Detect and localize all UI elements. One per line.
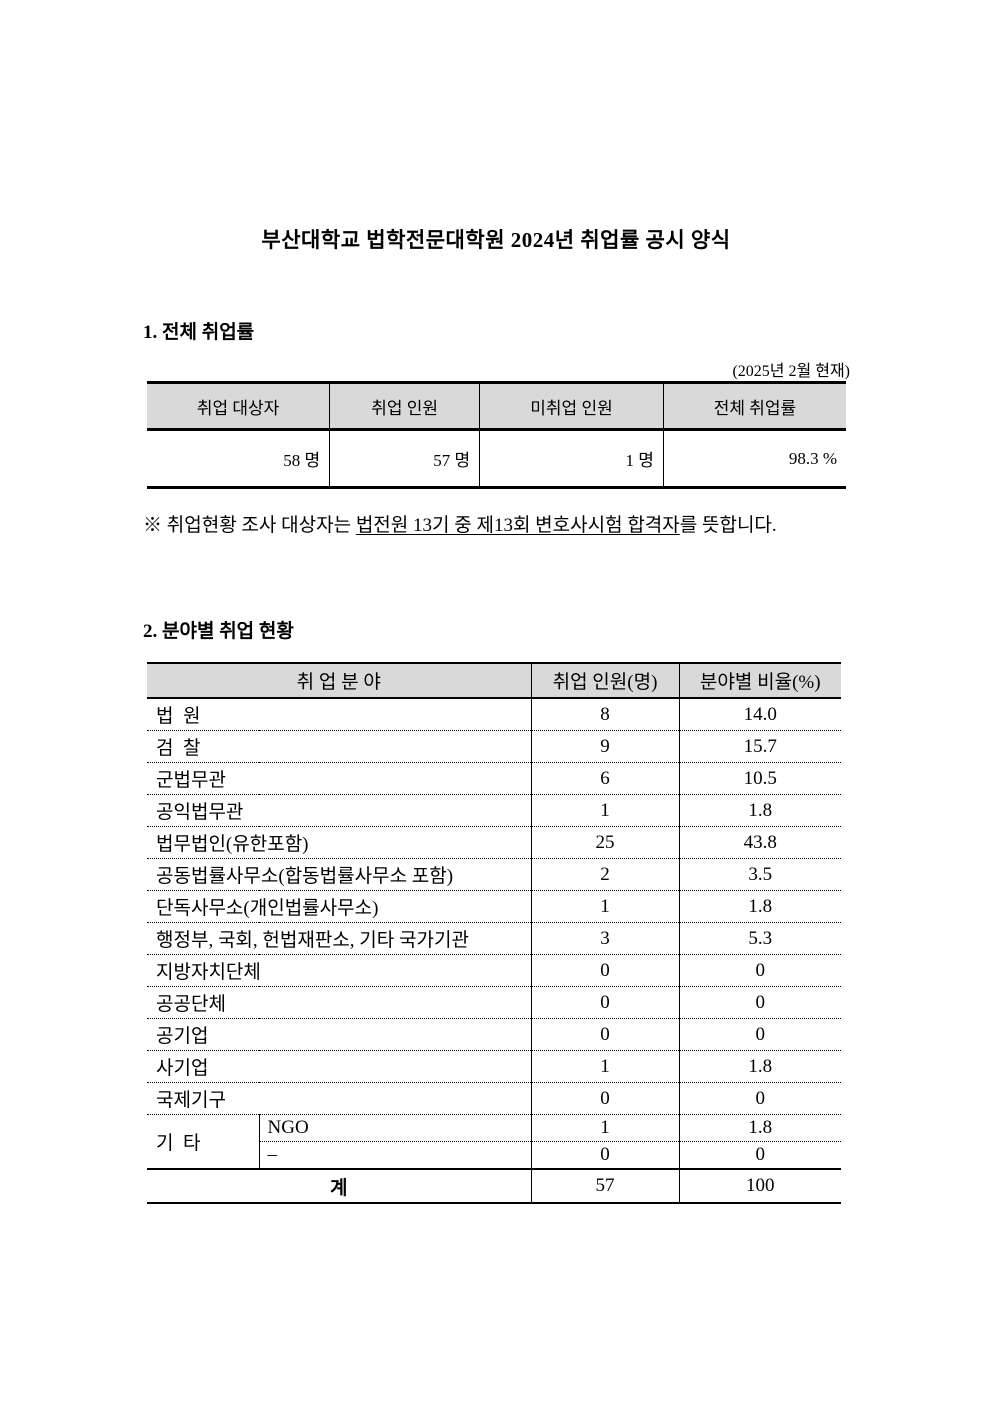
table-row: 58 명 57 명 1 명 98.3 % <box>147 429 846 489</box>
note: ※ 취업현황 조사 대상자는 법전원 13기 중 제13회 변호사시험 합격자를… <box>143 510 777 537</box>
note-suffix: 를 뜻합니다. <box>679 515 777 536</box>
table-row: –0 0 <box>147 1141 841 1169</box>
total-label: 계 <box>147 1168 531 1204</box>
table-row: 행정부, 국회, 헌법재판소, 기타 국가기관 3 5.3 <box>147 922 841 955</box>
table-row: 지방자치단체 0 0 <box>147 954 841 987</box>
table-row: 공기업 0 0 <box>147 1018 841 1051</box>
field-cell: 법 원 <box>147 698 531 731</box>
ratio-cell: 43.8 <box>678 826 841 859</box>
table-row: 기 타 NGO 1 1.8 <box>147 1114 841 1154</box>
note-prefix: ※ 취업현황 조사 대상자는 <box>143 515 356 536</box>
ratio-cell: 1.8 <box>678 1114 841 1142</box>
table-row: 법무법인(유한포함) 25 43.8 <box>147 826 841 859</box>
ratio-cell: 3.5 <box>678 858 841 891</box>
field-cell: 군법무관 <box>147 762 531 795</box>
header-unemployed: 미취업 인원 <box>479 381 664 431</box>
field-cell: 지방자치단체 <box>147 954 531 987</box>
table-row: 공공단체 0 0 <box>147 986 841 1019</box>
field-cell: 단독사무소(개인법률사무소) <box>147 890 531 923</box>
other-group-label: 기 타 <box>156 1133 201 1154</box>
ratio-cell: 0 <box>678 1141 841 1169</box>
ratio-cell: 0 <box>678 954 841 987</box>
ratio-cell: 1.8 <box>678 1050 841 1083</box>
table-header-row: 취 업 분 야 취업 인원(명) 분야별 비율(%) <box>147 662 841 699</box>
field-cell: 행정부, 국회, 헌법재판소, 기타 국가기관 <box>147 922 531 955</box>
value-employed: 57 명 <box>329 429 480 489</box>
count-cell: 6 <box>530 762 679 795</box>
header-field: 취 업 분 야 <box>147 662 531 699</box>
ratio-cell: 0 <box>678 986 841 1019</box>
field-cell: 사기업 <box>147 1050 531 1083</box>
ratio-cell: 0 <box>678 1082 841 1115</box>
as-of-date: (2025년 2월 현재) <box>732 363 850 380</box>
ratio-cell: 5.3 <box>678 922 841 955</box>
count-cell: 0 <box>530 986 679 1019</box>
table-row: 사기업 1 1.8 <box>147 1050 841 1083</box>
count-cell: 0 <box>530 1082 679 1115</box>
header-target: 취업 대상자 <box>147 381 330 431</box>
subfield-cell: NGO <box>258 1114 531 1142</box>
value-target: 58 명 <box>147 429 330 489</box>
count-cell: 0 <box>530 1141 679 1169</box>
count-cell: 0 <box>530 954 679 987</box>
table-row: 단독사무소(개인법률사무소) 1 1.8 <box>147 890 841 923</box>
count-cell: 0 <box>530 1018 679 1051</box>
value-unemployed: 1 명 <box>479 429 664 489</box>
ratio-cell: 14.0 <box>678 698 841 731</box>
table-header-row: 취업 대상자 취업 인원 미취업 인원 전체 취업률 <box>147 381 846 431</box>
ratio-cell: 10.5 <box>678 762 841 795</box>
table-row: 군법무관 6 10.5 <box>147 762 841 795</box>
page-title: 부산대학교 법학전문대학원 2024년 취업률 공시 양식 <box>261 228 731 252</box>
table-row: 법 원 8 14.0 <box>147 698 841 731</box>
count-cell: 3 <box>530 922 679 955</box>
table-row: 공익법무관 1 1.8 <box>147 794 841 827</box>
header-count: 취업 인원(명) <box>530 662 679 699</box>
table-row: 국제기구 0 0 <box>147 1082 841 1115</box>
field-cell: 검 찰 <box>147 730 531 763</box>
overall-employment-table: 취업 대상자 취업 인원 미취업 인원 전체 취업률 58 명 57 명 1 명… <box>147 381 846 489</box>
field-cell: 법무법인(유한포함) <box>147 826 531 859</box>
total-ratio: 100 <box>678 1168 841 1204</box>
count-cell: 2 <box>530 858 679 891</box>
section-2-heading: 2. 분야별 취업 현황 <box>143 621 294 642</box>
subfield-cell: – <box>258 1141 531 1169</box>
field-cell: 국제기구 <box>147 1082 531 1115</box>
count-cell: 9 <box>530 730 679 763</box>
table-row: 공동법률사무소(합동법률사무소 포함) 2 3.5 <box>147 858 841 891</box>
count-cell: 8 <box>530 698 679 731</box>
field-cell: 공공단체 <box>147 986 531 1019</box>
ratio-cell: 1.8 <box>678 794 841 827</box>
ratio-cell: 0 <box>678 1018 841 1051</box>
header-rate: 전체 취업률 <box>662 381 846 431</box>
count-cell: 1 <box>530 794 679 827</box>
note-underlined: 법전원 13기 중 제13회 변호사시험 합격자 <box>355 515 680 536</box>
value-rate: 98.3 % <box>662 429 846 489</box>
count-cell: 1 <box>530 890 679 923</box>
total-count: 57 <box>530 1168 679 1204</box>
ratio-cell: 15.7 <box>678 730 841 763</box>
field-cell: 공동법률사무소(합동법률사무소 포함) <box>147 858 531 891</box>
section-1-heading: 1. 전체 취업률 <box>143 322 255 343</box>
header-ratio: 분야별 비율(%) <box>678 662 841 699</box>
count-cell: 1 <box>530 1114 679 1142</box>
table-row: 검 찰 9 15.7 <box>147 730 841 763</box>
field-cell: 공기업 <box>147 1018 531 1051</box>
count-cell: 1 <box>530 1050 679 1083</box>
count-cell: 25 <box>530 826 679 859</box>
total-row: 계 57 100 <box>147 1168 841 1204</box>
field-cell: 공익법무관 <box>147 794 531 827</box>
ratio-cell: 1.8 <box>678 890 841 923</box>
header-employed: 취업 인원 <box>329 381 480 431</box>
